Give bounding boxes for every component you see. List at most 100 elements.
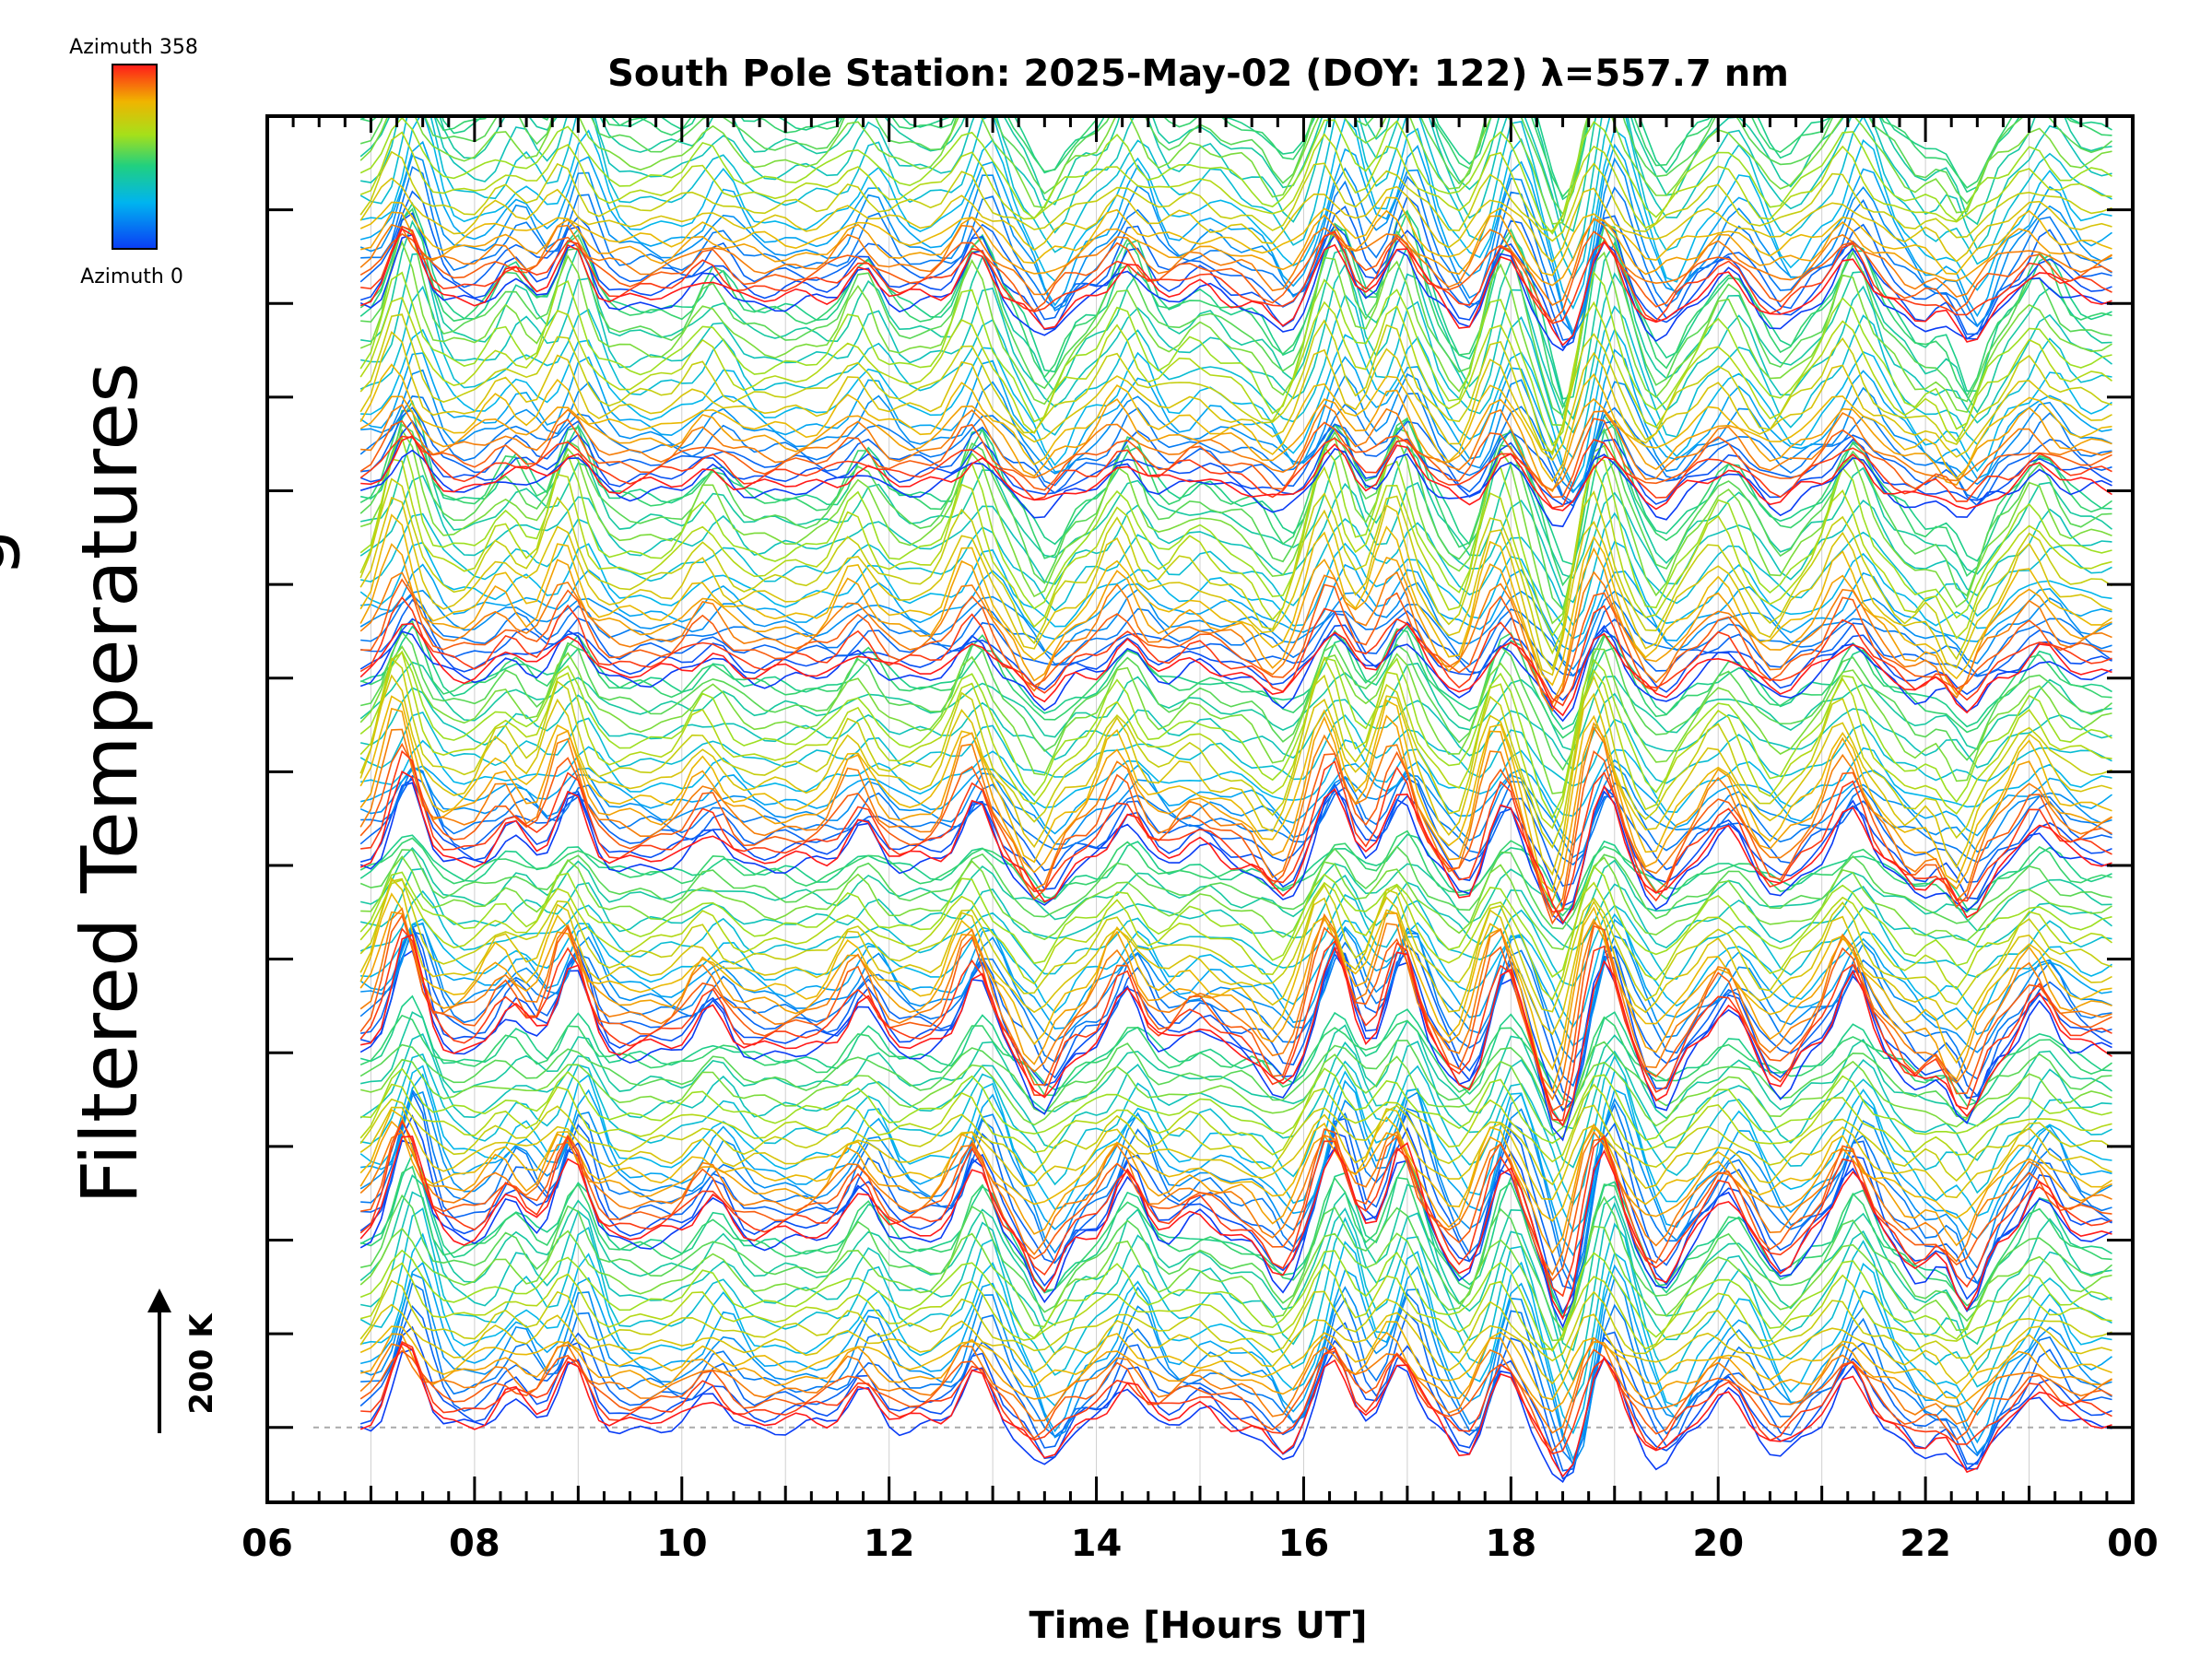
series-line [359,661,2112,752]
series-line [359,1303,2112,1385]
chart-title: South Pole Station: 2025-May-02 (DOY: 12… [607,53,1789,95]
colorbar-bottom-label: Azimuth 0 [80,265,183,288]
series-line [359,1225,2112,1342]
y-axis-label-cut: g [0,528,22,577]
series-line [359,725,2112,918]
series-line [359,196,2112,276]
series-line [359,1347,2112,1483]
series-line [359,212,2112,348]
series-line [360,116,2112,262]
series-line [360,766,2112,866]
series-line [359,233,2112,352]
series-line [359,428,2112,625]
series-line [359,645,2112,794]
series-line [359,930,2112,1088]
x-tick-label: 18 [1485,1523,1536,1565]
series-line [359,116,2112,201]
series-line [360,1088,2112,1294]
series-line [359,389,2112,493]
series-line [359,927,2112,1122]
series-line [359,651,2112,830]
series-line [359,1152,2112,1319]
series-line [360,594,2112,677]
colorbar-top-label: Azimuth 358 [69,36,198,59]
series-line [360,1089,2112,1290]
series-line [359,1130,2112,1277]
series-line [359,907,2112,1101]
series-line [359,448,2112,528]
series-line [360,630,2112,771]
series-line [359,833,2112,911]
series-line [360,1118,2112,1282]
series-line [359,496,2112,677]
series-line [359,458,2112,655]
series-line [359,595,2112,707]
series-line [360,912,2112,1029]
scale-bar: 200 K [147,1288,220,1433]
series-line [360,563,2112,653]
series-line [359,201,2112,400]
series-line [359,1106,2112,1201]
series-line [359,949,2112,1142]
series-line [359,1119,2112,1298]
series-line [360,739,2112,818]
x-tick-label: 16 [1278,1523,1330,1565]
series-line [359,1014,2112,1111]
series-line [360,1340,2112,1455]
series-line [359,622,2112,717]
series-line [359,131,2112,232]
series-line [359,695,2112,893]
series-line [359,423,2112,611]
series-line [359,625,2112,731]
series-line [360,1261,2112,1462]
series-line [359,1098,2112,1186]
series-line [359,778,2112,908]
series-line [359,363,2112,483]
series-line [360,209,2112,287]
series-line [359,271,2112,447]
series-line [360,1191,2112,1382]
series-line [359,1090,2112,1283]
series-line [360,855,2112,950]
series-line [359,513,2112,687]
series-line [359,624,2112,723]
series-line [359,1321,2112,1401]
series-line [359,116,2112,235]
series-line [359,393,2112,504]
series-line [359,477,2112,671]
series-line [359,878,2112,1001]
series-line [360,1073,2112,1257]
series-line [359,419,2112,506]
series-line [359,435,2112,509]
series-line [359,1249,2112,1352]
x-tick-label: 06 [241,1523,293,1565]
series-line [359,296,2112,456]
series-line [360,434,2112,579]
series-line [360,578,2112,703]
series-line [360,934,2112,1127]
series-line [359,656,2112,849]
series-line [360,867,2112,951]
series-line [359,1342,2112,1478]
series-line [359,1137,2112,1329]
series-line [359,1273,2112,1467]
series-line [359,1065,2112,1233]
series-line [359,765,2112,859]
series-line [359,712,2112,787]
series-line [359,650,2112,820]
series-line [359,889,2112,987]
x-tick-label: 22 [1900,1523,1951,1565]
series-line [359,116,2112,225]
series-line [359,1120,2112,1254]
series-line [359,217,2112,307]
series-line [359,1262,2112,1350]
x-tick-label: 10 [656,1523,708,1565]
series-line [359,771,2112,924]
series-line [359,330,2112,462]
series-line [359,877,2112,1036]
series-group [359,116,2112,1483]
series-line [359,116,2112,198]
series-line [359,116,2112,281]
series-line [359,892,2112,1071]
series-line [360,369,2112,494]
